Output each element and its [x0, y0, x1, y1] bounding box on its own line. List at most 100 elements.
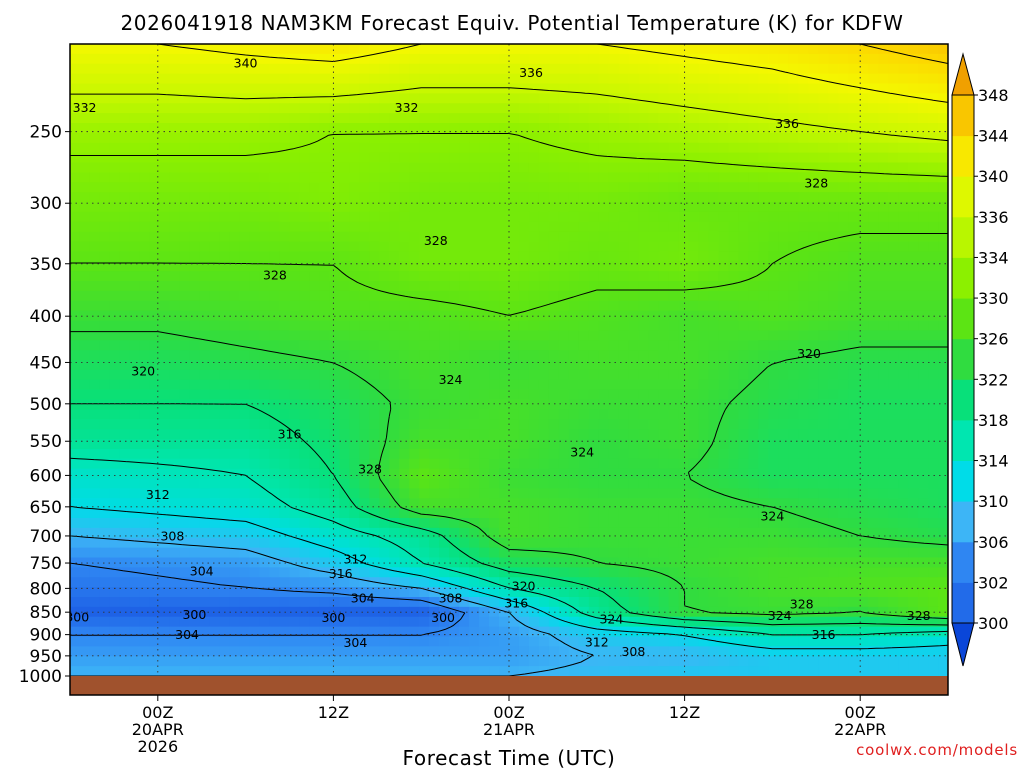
heatmap-cell — [828, 518, 839, 529]
heatmap-cell — [139, 221, 151, 233]
heatmap-cell — [848, 103, 859, 114]
heatmap-cell — [369, 379, 380, 391]
heatmap-cell — [588, 429, 600, 440]
heatmap-cell — [509, 103, 520, 114]
heatmap-cell — [688, 290, 700, 302]
heatmap-cell — [209, 192, 221, 203]
heatmap-cell — [489, 123, 500, 134]
heatmap-cell — [70, 73, 81, 85]
heatmap-cell — [459, 330, 470, 341]
heatmap-cell — [459, 132, 470, 144]
heatmap-cell — [339, 577, 350, 588]
heatmap-cell — [738, 93, 750, 104]
heatmap-cell — [688, 537, 700, 549]
heatmap-cell — [329, 142, 340, 154]
heatmap-cell — [708, 152, 720, 164]
heatmap-cell — [798, 251, 809, 262]
heatmap-cell — [489, 498, 500, 509]
heatmap-cell — [758, 478, 770, 489]
heatmap-cell — [648, 389, 660, 401]
heatmap-cell — [419, 103, 430, 114]
heatmap-cell — [578, 518, 590, 529]
heatmap-cell — [738, 103, 750, 114]
heatmap-cell — [708, 508, 720, 519]
heatmap-cell — [818, 488, 829, 499]
heatmap-cell — [409, 448, 420, 460]
heatmap-cell — [878, 389, 889, 401]
heatmap-cell — [618, 597, 630, 608]
heatmap-cell — [99, 320, 111, 331]
heatmap-cell — [828, 557, 839, 568]
heatmap-cell — [538, 162, 550, 173]
heatmap-cell — [908, 231, 919, 243]
heatmap-cell — [928, 340, 939, 351]
heatmap-cell — [309, 241, 321, 252]
heatmap-cell — [479, 379, 490, 391]
heatmap-cell — [209, 281, 221, 292]
heatmap-cell — [489, 44, 500, 55]
heatmap-cell — [718, 113, 730, 124]
heatmap-cell — [778, 271, 789, 282]
heatmap-cell — [678, 211, 690, 223]
heatmap-cell — [858, 498, 869, 509]
heatmap-cell — [538, 152, 550, 164]
heatmap-cell — [509, 448, 520, 460]
heatmap-cell — [209, 429, 221, 440]
heatmap-cell — [79, 162, 91, 173]
heatmap-cell — [568, 350, 580, 361]
heatmap-cell — [509, 290, 520, 302]
heatmap-cell — [818, 399, 829, 410]
heatmap-cell — [199, 162, 211, 173]
heatmap-cell — [688, 231, 700, 243]
heatmap-cell — [658, 389, 670, 401]
heatmap-cell — [79, 103, 91, 114]
heatmap-cell — [229, 537, 241, 549]
heatmap-cell — [379, 271, 390, 282]
heatmap-cell — [419, 63, 430, 75]
heatmap-cell — [149, 93, 161, 104]
heatmap-cell — [109, 93, 121, 104]
heatmap-cell — [708, 518, 720, 529]
heatmap-cell — [489, 182, 500, 193]
heatmap-cell — [848, 537, 859, 549]
heatmap-cell — [509, 152, 520, 164]
heatmap-cell — [209, 202, 221, 213]
heatmap-cell — [808, 587, 819, 598]
heatmap-cell — [309, 93, 321, 104]
heatmap-cell — [309, 290, 321, 302]
heatmap-cell — [898, 448, 909, 460]
heatmap-cell — [439, 251, 450, 262]
heatmap-cell — [279, 63, 291, 75]
heatmap-cell — [449, 172, 460, 183]
heatmap-cell — [299, 300, 311, 312]
heatmap-cell — [518, 162, 530, 173]
heatmap-cell — [608, 547, 620, 559]
heatmap-cell — [299, 448, 311, 460]
heatmap-cell — [339, 488, 350, 499]
heatmap-cell — [499, 93, 510, 104]
heatmap-cell — [828, 360, 839, 371]
heatmap-cell — [169, 241, 181, 252]
heatmap-cell — [389, 73, 400, 85]
heatmap-cell — [419, 251, 430, 262]
heatmap-cell — [189, 537, 201, 549]
heatmap-cell — [658, 498, 670, 509]
heatmap-cell — [209, 488, 221, 499]
heatmap-cell — [119, 508, 131, 519]
heatmap-cell — [349, 527, 360, 539]
heatmap-cell — [339, 113, 350, 124]
heatmap-cell — [269, 53, 281, 65]
heatmap-cell — [129, 429, 141, 440]
heatmap-cell — [728, 508, 740, 519]
heatmap-cell — [359, 419, 370, 430]
heatmap-cell — [399, 527, 410, 539]
heatmap-cell — [159, 132, 171, 144]
heatmap-cell — [399, 221, 410, 233]
heatmap-cell — [309, 63, 321, 75]
heatmap-cell — [70, 53, 81, 65]
heatmap-cell — [289, 182, 301, 193]
heatmap-cell — [628, 448, 640, 460]
heatmap-cell — [249, 320, 261, 331]
heatmap-cell — [459, 587, 470, 598]
heatmap-cell — [499, 389, 510, 401]
